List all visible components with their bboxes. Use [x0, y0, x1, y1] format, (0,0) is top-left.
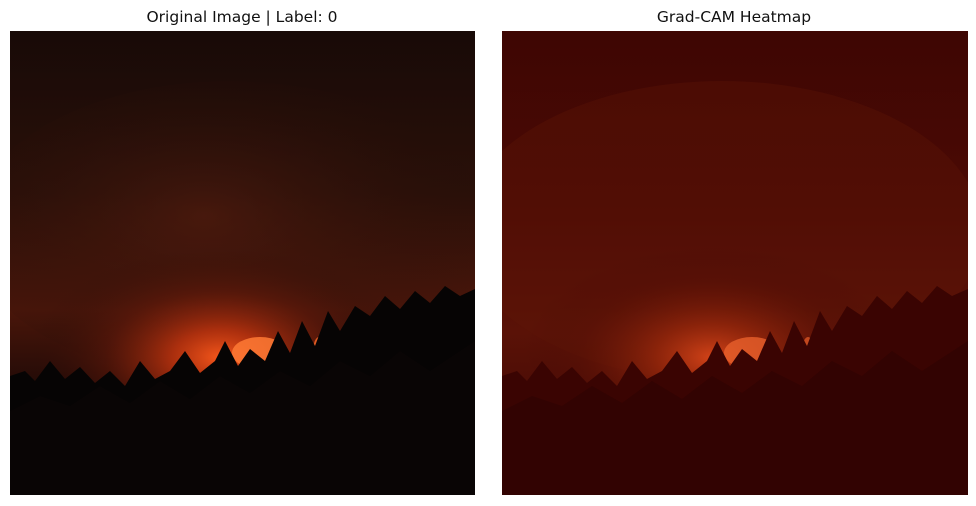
original-image: [10, 31, 475, 495]
original-image-title: Original Image | Label: 0: [146, 8, 338, 26]
grad-cam-heatmap: [502, 31, 968, 495]
heatmap-title: Grad-CAM Heatmap: [656, 8, 812, 26]
